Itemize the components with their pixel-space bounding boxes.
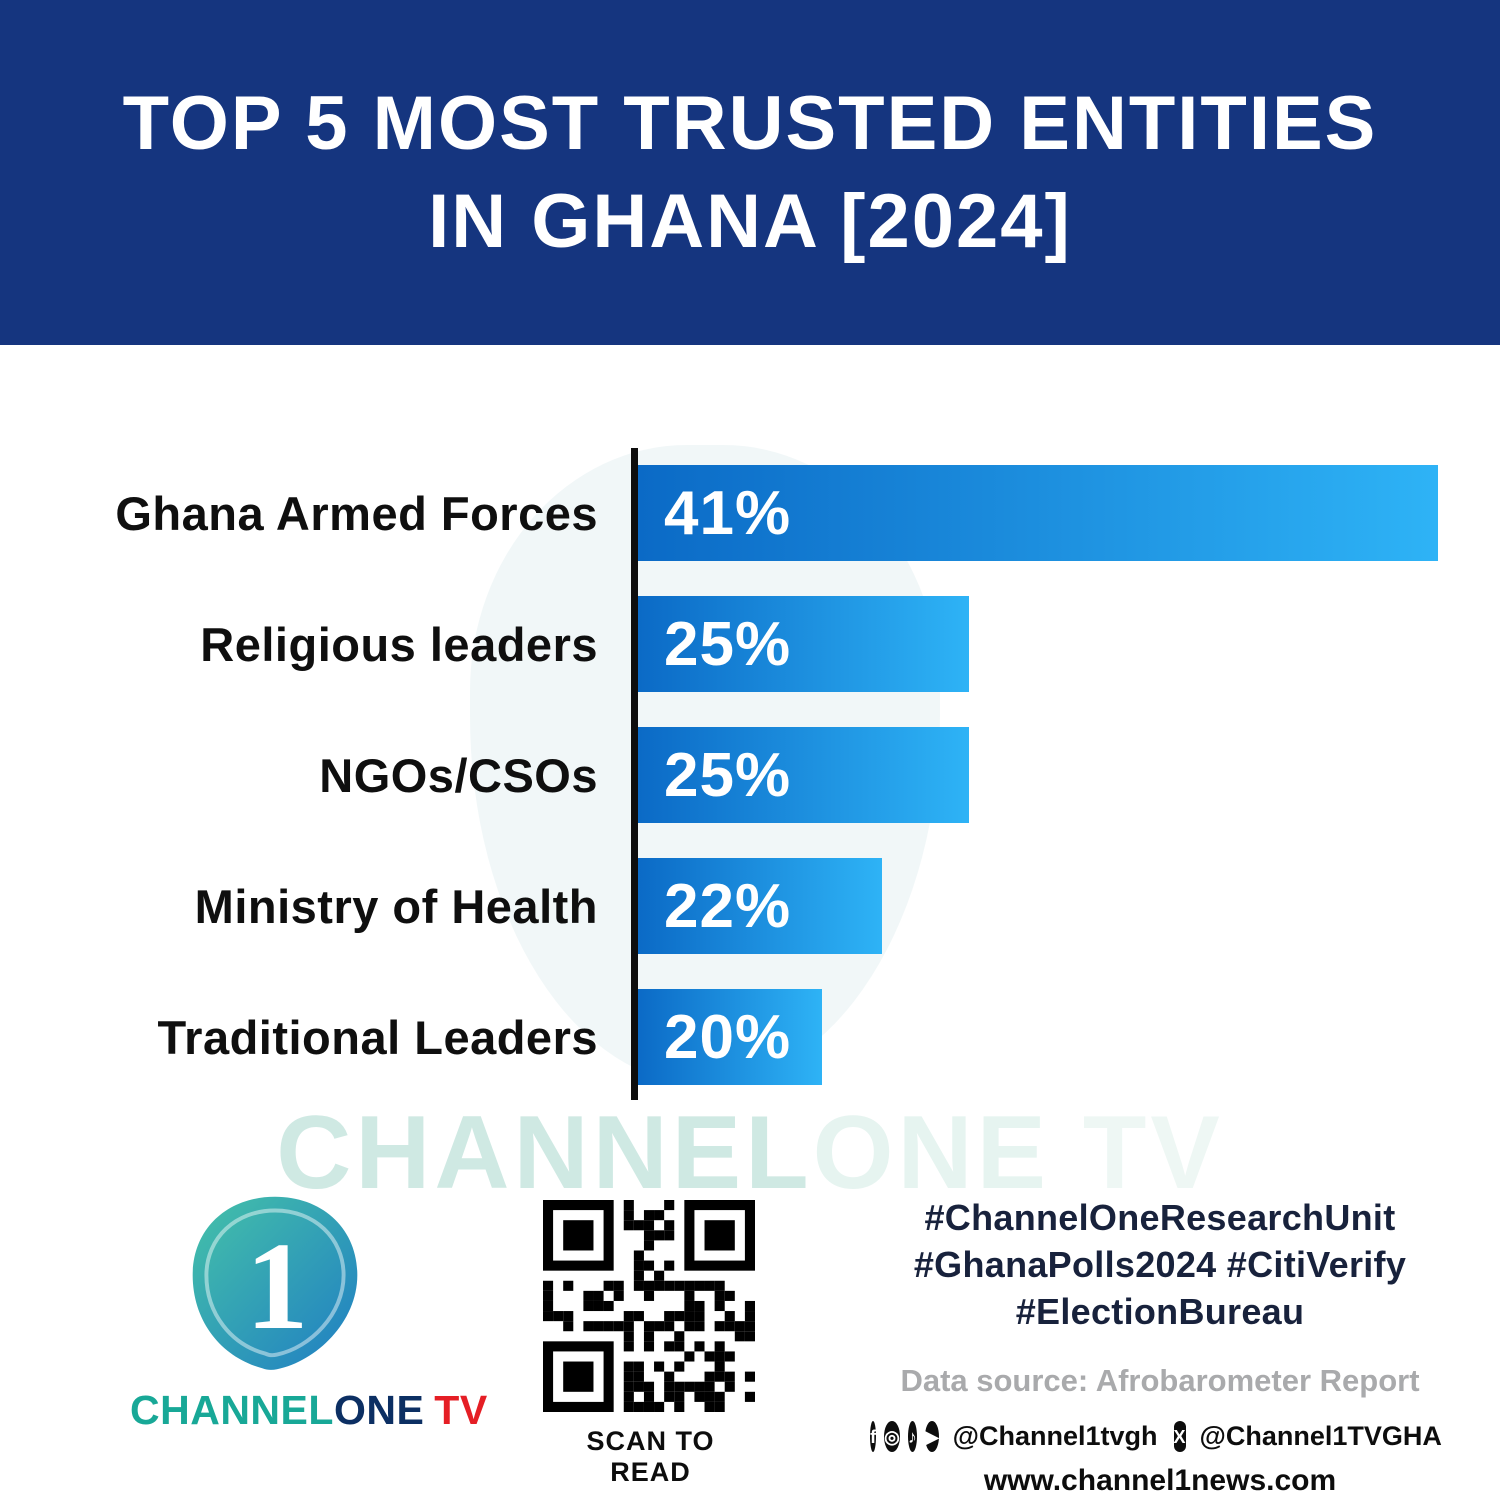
channel-one-logo-block: 1 CHANNELONE TV: [130, 1185, 487, 1434]
bar-value-label: 20%: [664, 1002, 792, 1072]
brand-channel: CHANNEL: [130, 1387, 334, 1433]
qr-block: SCAN TO READ: [543, 1200, 758, 1488]
bar-value-label: 25%: [664, 609, 792, 679]
bar-2: 25%: [638, 727, 969, 823]
logo-numeral: 1: [246, 1217, 309, 1356]
bar-1: 25%: [638, 596, 969, 692]
bar-label: NGOs/CSOs: [319, 748, 598, 802]
brand-one: ONE: [333, 1387, 425, 1433]
watermark-one: ONE: [812, 1095, 1050, 1211]
bar-row-traditional-leaders: Traditional Leaders 20%: [0, 989, 1500, 1085]
bar-label: Ministry of Health: [194, 879, 598, 933]
bar-row-ghana-armed-forces: Ghana Armed Forces 41%: [0, 465, 1500, 561]
channel-one-logo-icon: 1: [192, 1196, 358, 1370]
social-row: f ◎ ♪ ▶ @Channel1tvgh X @Channel1TVGHA: [870, 1421, 1442, 1453]
bar-row-ministry-of-health: Ministry of Health 22%: [0, 858, 1500, 954]
header-banner: TOP 5 MOST TRUSTED ENTITIES IN GHANA [20…: [0, 0, 1500, 345]
website-url: www.channel1news.com: [983, 1464, 1337, 1498]
youtube-icon: ▶: [924, 1421, 939, 1453]
hashtag-line-2: #GhanaPolls2024 #CitiVerify: [913, 1243, 1407, 1285]
brand-wordmark: CHANNELONE TV: [130, 1387, 487, 1434]
bar-0: 41%: [638, 465, 1438, 561]
footer-right-block: #ChannelOneResearchUnit #GhanaPolls2024 …: [870, 1195, 1442, 1498]
data-source: Data source: Afrobarometer Report: [900, 1363, 1420, 1399]
facebook-icon: f: [870, 1421, 877, 1453]
bar-value-label: 25%: [664, 740, 792, 810]
instagram-icon: ◎: [884, 1421, 900, 1453]
brand-tv: TV: [434, 1387, 488, 1433]
bar-value-label: 22%: [664, 871, 792, 941]
hashtag-line-3: #ElectionBureau: [1015, 1290, 1305, 1332]
social-handle-1: @Channel1tvgh: [952, 1421, 1158, 1452]
bar-label: Ghana Armed Forces: [115, 486, 598, 540]
social-handle-2: @Channel1TVGHA: [1199, 1421, 1442, 1452]
bar-label: Religious leaders: [200, 617, 598, 671]
chart-axis-line: [631, 448, 638, 1100]
bar-row-religious-leaders: Religious leaders 25%: [0, 596, 1500, 692]
bar-row-ngos-csos: NGOs/CSOs 25%: [0, 727, 1500, 823]
bar-label: Traditional Leaders: [157, 1010, 598, 1064]
qr-code: [543, 1200, 755, 1412]
page-title-line-1: TOP 5 MOST TRUSTED ENTITIES: [122, 81, 1378, 167]
page-title-line-2: IN GHANA [2024]: [428, 178, 1072, 264]
bar-4: 20%: [638, 989, 822, 1085]
watermark-tv: TV: [1082, 1095, 1224, 1211]
x-icon: X: [1173, 1421, 1186, 1453]
bar-value-label: 41%: [664, 478, 792, 548]
watermark-channel: CHANNEL: [276, 1095, 813, 1211]
tiktok-icon: ♪: [907, 1421, 917, 1453]
bar-3: 22%: [638, 858, 882, 954]
channel-one-watermark: CHANNELONE TV: [0, 1094, 1500, 1213]
qr-caption: SCAN TO READ: [586, 1426, 715, 1487]
hashtag-line-1: #ChannelOneResearchUnit: [924, 1197, 1396, 1238]
